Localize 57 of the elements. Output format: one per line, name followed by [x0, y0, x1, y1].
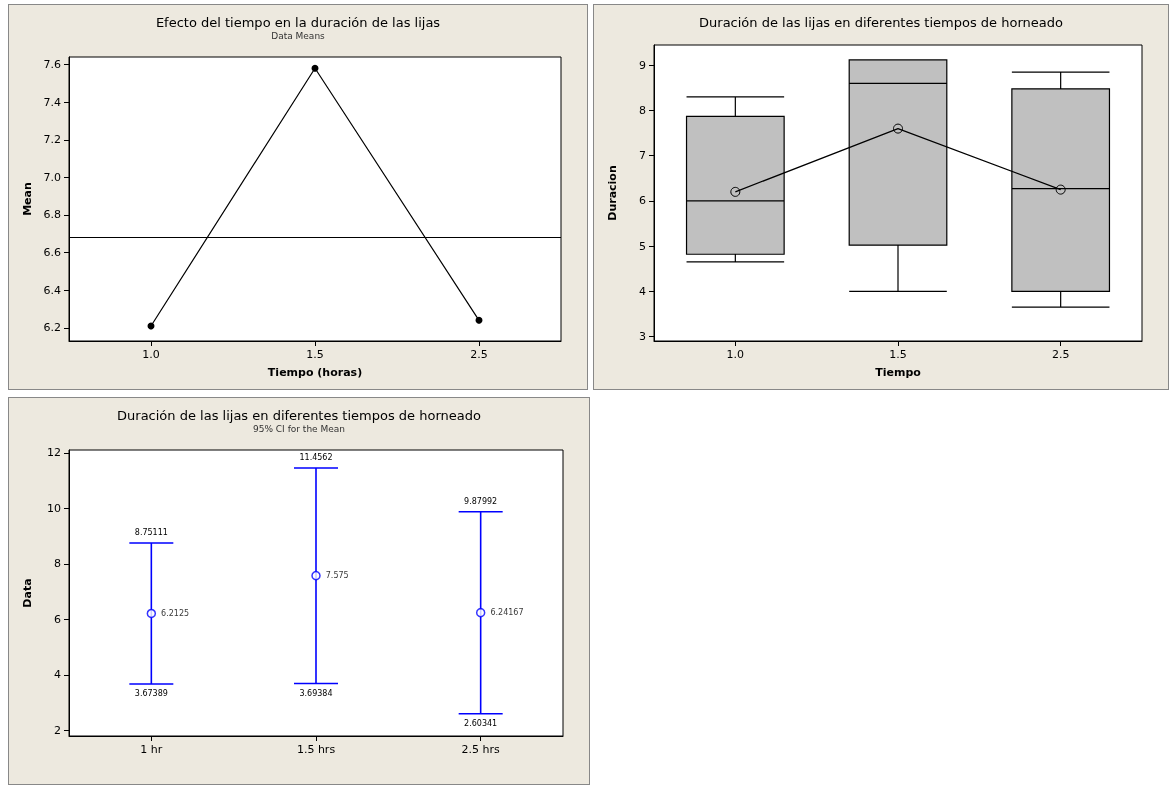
- y-tick-label: 4: [54, 668, 61, 682]
- y-tick-label: 7.0: [43, 170, 61, 184]
- y-tick-label: 6.2: [43, 321, 61, 335]
- chart-title: Duración de las lijas en diferentes tiempos de horneado: [117, 408, 481, 423]
- x-axis-title: Tiempo: [875, 366, 922, 379]
- y-tick-label: 8: [639, 104, 646, 118]
- annotation: 9.87992: [464, 497, 498, 507]
- x-tick-label: 2.5: [1051, 348, 1070, 361]
- chart-subtitle: Data Means: [271, 30, 326, 41]
- y-tick-label: 12: [47, 446, 61, 460]
- annotation: 8.75111: [134, 528, 168, 538]
- data-label: 6.2125: [161, 608, 190, 618]
- point: [311, 64, 319, 72]
- point: [146, 608, 157, 619]
- chart-title: Efecto del tiempo en la duración de las lijas: [155, 15, 441, 30]
- chart-subtitle: 95% CI for the Mean: [252, 423, 346, 434]
- x-tick-label: 2.5 hrs: [461, 743, 501, 756]
- annotation: 3.69384: [299, 688, 333, 698]
- y-tick-label: 9: [639, 58, 646, 72]
- point: [1055, 184, 1066, 195]
- y-tick-label: 7.2: [43, 133, 61, 147]
- y-axis-title: Duracion: [606, 165, 619, 221]
- annotation: 11.4562: [299, 453, 333, 463]
- y-tick-label: 7: [639, 149, 646, 163]
- x-tick-label: 1.5 hrs: [296, 743, 336, 756]
- point: [730, 186, 741, 197]
- x-tick-label: 2.5: [470, 348, 488, 361]
- x-tick-label: 1.0: [726, 348, 745, 361]
- x-tick-label: 1.5: [306, 348, 324, 361]
- data-label: 7.575: [325, 571, 349, 581]
- y-tick-label: 5: [639, 239, 646, 253]
- annotation: 3.67389: [134, 689, 168, 699]
- x-axis-title: Tiempo (horas): [267, 366, 363, 379]
- chart-title: Duración de las lijas en diferentes tiempos de horneado: [699, 15, 1063, 30]
- annotation: 2.60341: [464, 719, 498, 729]
- y-tick-label: 8: [54, 557, 61, 571]
- point: [311, 570, 321, 581]
- y-axis-title: Mean: [20, 182, 34, 216]
- data-label: 6.24167: [490, 608, 524, 618]
- x-tick-label: 1.5: [889, 348, 907, 361]
- x-tick-label: 1.0: [142, 348, 160, 361]
- y-tick-label: 6.8: [43, 208, 61, 222]
- y-tick-label: 7.4: [43, 95, 61, 109]
- y-tick-label: 6: [639, 194, 646, 208]
- y-axis-title: Data: [21, 578, 34, 608]
- y-tick-label: 6.6: [43, 246, 61, 260]
- y-tick-label: 10: [47, 501, 61, 515]
- y-tick-label: 2: [54, 723, 61, 737]
- y-tick-label: 7.6: [43, 58, 61, 72]
- y-tick-label: 3: [639, 329, 646, 343]
- y-tick-label: 6.4: [43, 283, 61, 297]
- point: [475, 316, 483, 324]
- y-tick-label: 6: [54, 612, 61, 626]
- y-tick-label: 4: [639, 284, 646, 298]
- point: [893, 123, 903, 134]
- point: [475, 607, 486, 618]
- x-tick-label: 1 hr: [140, 743, 163, 756]
